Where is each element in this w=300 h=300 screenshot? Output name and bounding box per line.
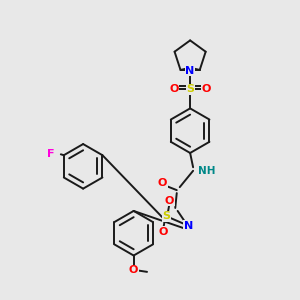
Text: O: O xyxy=(159,227,168,237)
Text: O: O xyxy=(129,266,138,275)
Text: NH: NH xyxy=(198,166,216,176)
Text: O: O xyxy=(165,196,174,206)
Text: N: N xyxy=(185,66,195,76)
Text: N: N xyxy=(184,221,193,231)
Text: O: O xyxy=(169,84,178,94)
Text: O: O xyxy=(202,84,211,94)
Text: F: F xyxy=(47,149,55,159)
Text: S: S xyxy=(186,84,194,94)
Text: S: S xyxy=(162,211,170,221)
Text: O: O xyxy=(158,178,167,188)
